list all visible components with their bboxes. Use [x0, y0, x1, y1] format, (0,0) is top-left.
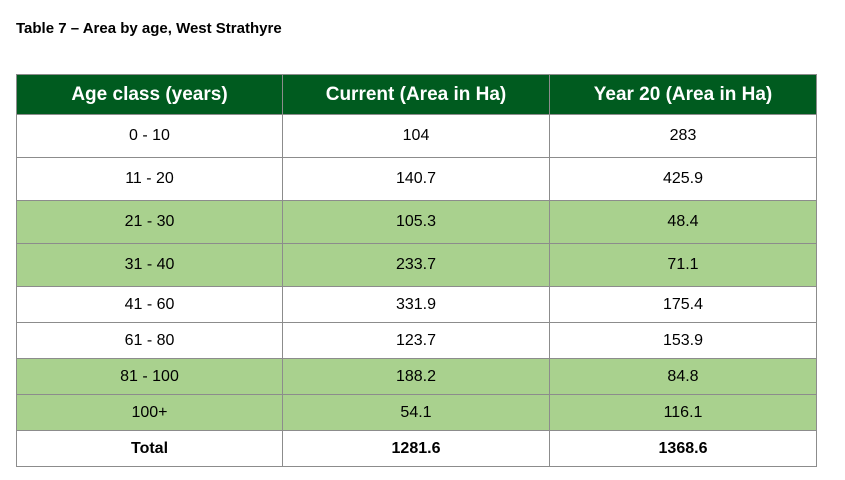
current-area-cell: 188.2 — [282, 358, 550, 395]
age-class-cell: 31 - 40 — [16, 243, 283, 287]
table-row: 31 - 40 233.7 71.1 — [16, 243, 817, 287]
year20-area-cell: 283 — [549, 114, 817, 158]
total-label-cell: Total — [16, 430, 283, 467]
year20-area-cell: 153.9 — [549, 322, 817, 359]
header-year20-area: Year 20 (Area in Ha) — [549, 74, 817, 115]
table-row: 0 - 10 104 283 — [16, 114, 817, 158]
current-area-cell: 331.9 — [282, 286, 550, 323]
year20-area-cell: 425.9 — [549, 157, 817, 201]
total-year20-cell: 1368.6 — [549, 430, 817, 467]
year20-area-cell: 175.4 — [549, 286, 817, 323]
table-header-row: Age class (years) Current (Area in Ha) Y… — [16, 74, 817, 115]
total-current-cell: 1281.6 — [282, 430, 550, 467]
year20-area-cell: 84.8 — [549, 358, 817, 395]
area-by-age-table: Age class (years) Current (Area in Ha) Y… — [16, 74, 817, 467]
age-class-cell: 21 - 30 — [16, 200, 283, 244]
year20-area-cell: 71.1 — [549, 243, 817, 287]
current-area-cell: 140.7 — [282, 157, 550, 201]
current-area-cell: 104 — [282, 114, 550, 158]
age-class-cell: 100+ — [16, 394, 283, 431]
age-class-cell: 0 - 10 — [16, 114, 283, 158]
year20-area-cell: 116.1 — [549, 394, 817, 431]
table-row: 21 - 30 105.3 48.4 — [16, 200, 817, 244]
total-row: Total 1281.6 1368.6 — [16, 430, 817, 467]
header-current-area: Current (Area in Ha) — [282, 74, 550, 115]
current-area-cell: 105.3 — [282, 200, 550, 244]
current-area-cell: 123.7 — [282, 322, 550, 359]
table-row: 61 - 80 123.7 153.9 — [16, 322, 817, 359]
age-class-cell: 41 - 60 — [16, 286, 283, 323]
age-class-cell: 81 - 100 — [16, 358, 283, 395]
current-area-cell: 233.7 — [282, 243, 550, 287]
age-class-cell: 61 - 80 — [16, 322, 283, 359]
age-class-cell: 11 - 20 — [16, 157, 283, 201]
table-row: 41 - 60 331.9 175.4 — [16, 286, 817, 323]
current-area-cell: 54.1 — [282, 394, 550, 431]
header-age-class: Age class (years) — [16, 74, 283, 115]
year20-area-cell: 48.4 — [549, 200, 817, 244]
table-caption: Table 7 – Area by age, West Strathyre — [16, 20, 282, 37]
table-row: 100+ 54.1 116.1 — [16, 394, 817, 431]
table-row: 81 - 100 188.2 84.8 — [16, 358, 817, 395]
table-row: 11 - 20 140.7 425.9 — [16, 157, 817, 201]
